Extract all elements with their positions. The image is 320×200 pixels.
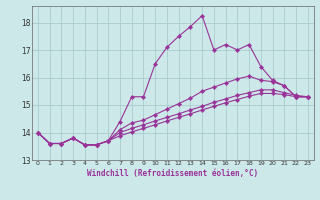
X-axis label: Windchill (Refroidissement éolien,°C): Windchill (Refroidissement éolien,°C): [87, 169, 258, 178]
